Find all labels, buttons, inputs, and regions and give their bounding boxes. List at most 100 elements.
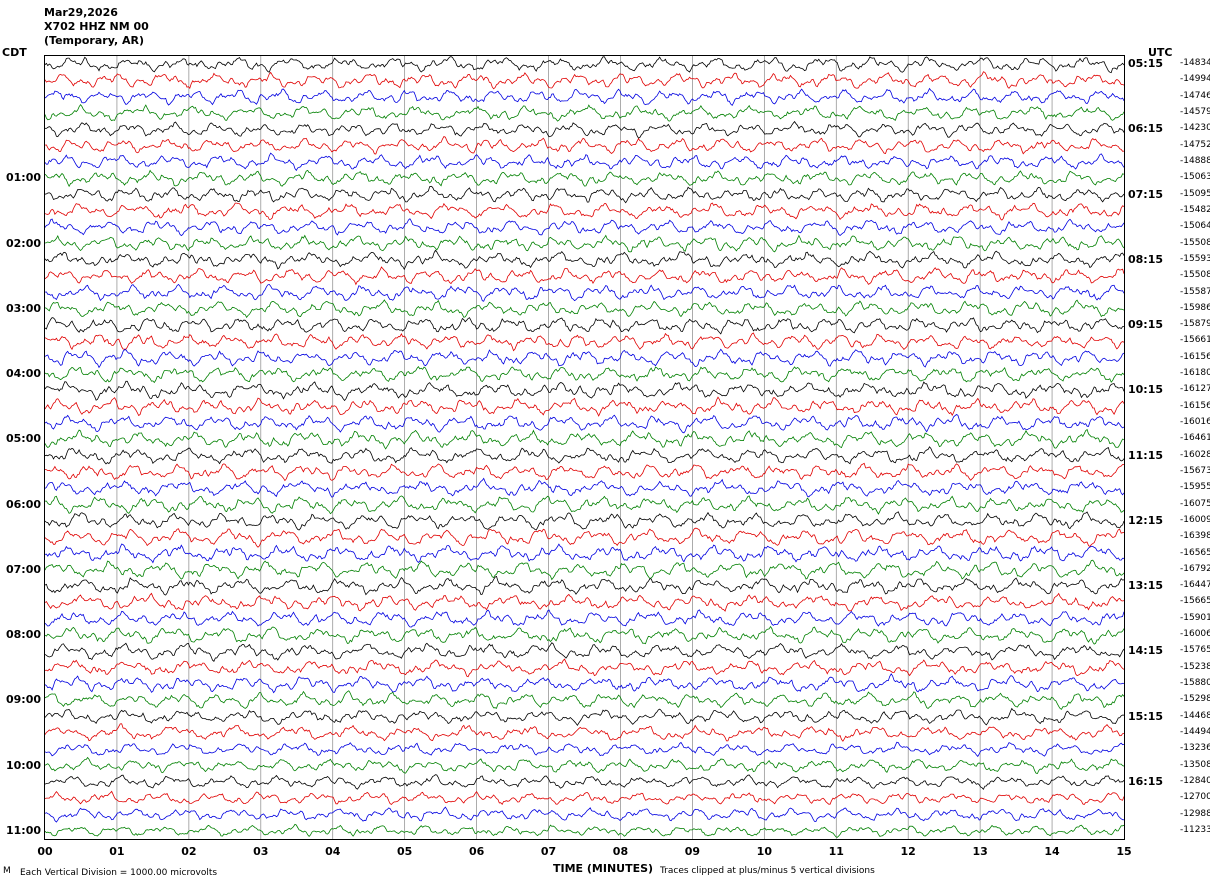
right-time-label: 11:15	[1128, 448, 1164, 462]
seismic-trace	[45, 299, 1124, 319]
seismic-trace	[45, 152, 1124, 172]
left-time-label: 01:00	[6, 171, 42, 185]
seismic-trace	[45, 462, 1124, 482]
amplitude-label: -12988	[1180, 808, 1210, 819]
amplitude-label: -13236	[1180, 743, 1210, 754]
header-station: X702 HHZ NM 00	[44, 20, 149, 33]
x-tick-label: 14	[1044, 845, 1060, 858]
right-time-label: 09:15	[1128, 318, 1164, 332]
amplitude-label: -15673	[1180, 465, 1210, 476]
right-time-label: 16:15	[1128, 774, 1164, 788]
header-date: Mar29,2026	[44, 6, 118, 19]
seismic-trace	[45, 823, 1124, 838]
seismic-trace	[45, 592, 1124, 612]
trace-canvas	[45, 56, 1124, 839]
left-time-label: 10:00	[6, 758, 42, 772]
x-tick-label: 06	[468, 845, 485, 858]
amplitude-label: -14579	[1180, 107, 1210, 118]
seismic-trace	[45, 218, 1124, 237]
left-time-label: 08:00	[6, 628, 42, 642]
seismic-trace	[45, 283, 1124, 302]
x-tick-label: 02	[181, 845, 197, 858]
amplitude-label: -15955	[1180, 482, 1210, 493]
seismic-trace	[45, 774, 1124, 791]
seismic-trace	[45, 169, 1124, 188]
amplitude-label: -14494	[1180, 726, 1210, 737]
amplitude-label: -12840	[1180, 775, 1210, 786]
right-time-label: 08:15	[1128, 252, 1164, 266]
seismic-trace	[45, 317, 1124, 335]
amplitude-label: -15593	[1180, 253, 1210, 264]
footer-clip-note: Traces clipped at plus/minus 5 vertical …	[660, 866, 875, 876]
right-time-label: 13:15	[1128, 579, 1164, 593]
seismic-trace	[45, 609, 1124, 628]
amplitude-label: -16792	[1180, 563, 1210, 574]
seismic-trace	[45, 332, 1124, 352]
seismic-trace	[45, 348, 1124, 369]
seismic-trace	[45, 202, 1124, 221]
seismic-trace	[45, 414, 1124, 434]
amplitude-label: -14468	[1180, 710, 1210, 721]
footer-scale-note: Each Vertical Division = 1000.00 microvo…	[20, 868, 218, 878]
right-time-label: 07:15	[1128, 187, 1164, 201]
seismic-trace	[45, 642, 1124, 662]
seismic-trace	[45, 673, 1124, 694]
right-time-label: 12:15	[1128, 513, 1164, 527]
seismic-trace	[45, 658, 1124, 678]
amplitude-label: -16447	[1180, 580, 1210, 591]
amplitude-label: -15064	[1180, 221, 1210, 232]
amplitude-label: -15238	[1180, 661, 1210, 672]
right-time-label: 14:15	[1128, 644, 1164, 658]
amplitude-label: -14994	[1180, 74, 1210, 85]
amplitude-label: -16156	[1180, 400, 1210, 411]
amplitude-label: -15482	[1180, 204, 1210, 215]
amplitude-label: -15986	[1180, 302, 1210, 313]
amplitude-label: -14888	[1180, 156, 1210, 167]
left-time-label: 06:00	[6, 497, 42, 511]
left-time-label: 03:00	[6, 301, 42, 315]
x-tick-label: 15	[1116, 845, 1132, 858]
amplitude-label: -14746	[1180, 90, 1210, 101]
footer-mark: M	[3, 866, 11, 876]
x-tick-label: 01	[109, 845, 125, 858]
amplitude-label: -16016	[1180, 417, 1210, 428]
amplitude-label: -15063	[1180, 172, 1210, 183]
x-tick-label: 13	[972, 845, 988, 858]
seismic-trace	[45, 104, 1124, 122]
x-tick-label: 09	[684, 845, 701, 858]
seismogram-plot	[44, 55, 1125, 840]
seismic-trace	[45, 756, 1124, 774]
seismic-trace	[45, 428, 1124, 450]
seismic-trace	[45, 741, 1124, 758]
seismic-trace	[45, 366, 1124, 384]
x-tick-label: 12	[900, 845, 916, 858]
amplitude-label: -15508	[1180, 270, 1210, 281]
amplitude-label: -14834	[1180, 58, 1210, 69]
amplitude-label: -16028	[1180, 449, 1210, 460]
amplitude-label: -16156	[1180, 351, 1210, 362]
seismic-trace	[45, 559, 1124, 581]
seismic-trace	[45, 495, 1124, 515]
left-time-label: 07:00	[6, 562, 42, 576]
seismic-trace	[45, 527, 1124, 548]
seismic-trace	[45, 234, 1124, 253]
seismic-trace	[45, 185, 1124, 204]
amplitude-label: -16180	[1180, 368, 1210, 379]
seismic-trace	[45, 625, 1124, 645]
seismic-trace	[45, 396, 1124, 417]
amplitude-label: -11233	[1180, 824, 1210, 835]
left-time-label: 11:00	[6, 823, 42, 837]
left-time-label: 04:00	[6, 367, 42, 381]
seismic-trace	[45, 575, 1124, 596]
seismic-trace	[45, 511, 1124, 531]
seismic-trace	[45, 120, 1124, 139]
left-time-label: 02:00	[6, 236, 42, 250]
right-time-label: 06:15	[1128, 122, 1164, 136]
seismic-trace	[45, 266, 1124, 286]
amplitude-label: -15765	[1180, 645, 1210, 656]
seismic-trace	[45, 707, 1124, 727]
seismic-trace	[45, 723, 1124, 742]
seismic-trace	[45, 87, 1124, 107]
amplitude-label: -16565	[1180, 547, 1210, 558]
